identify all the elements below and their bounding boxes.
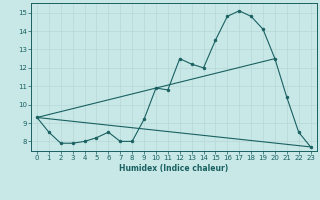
X-axis label: Humidex (Indice chaleur): Humidex (Indice chaleur) bbox=[119, 164, 228, 173]
